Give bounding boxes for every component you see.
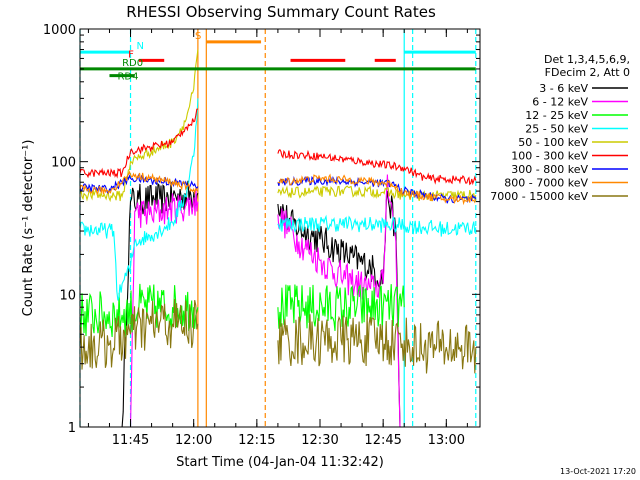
legend-label-50-100-kev: 50 - 100 keV bbox=[518, 136, 588, 149]
legend-label-100-300-kev: 100 - 300 keV bbox=[511, 150, 588, 163]
y-tick-label-10: 10 bbox=[59, 288, 76, 303]
series-line-25-50-kev bbox=[79, 98, 477, 301]
x-tick-label-12-45: 12:45 bbox=[364, 433, 401, 448]
x-tick-label-12-15: 12:15 bbox=[238, 433, 275, 448]
plot-frame bbox=[79, 28, 481, 428]
series-line-800-7000-kev bbox=[79, 170, 477, 206]
series-line-6-12-kev bbox=[129, 174, 401, 428]
chart-title: RHESSI Observing Summary Count Rates bbox=[126, 3, 436, 21]
legend-label-12-25-kev: 12 - 25 keV bbox=[525, 109, 588, 122]
bar-label-rd0: RD0 bbox=[122, 58, 143, 69]
x-axis-label: Start Time (04-Jan-04 11:32:42) bbox=[176, 455, 384, 470]
legend-header-line-1: Det 1,3,4,5,6,9, bbox=[544, 53, 630, 66]
x-tick-label-12-30: 12:30 bbox=[301, 433, 338, 448]
series-line-12-25-kev bbox=[79, 283, 405, 338]
y-axis-label: Count Rate (s⁻¹ detector⁻¹) bbox=[21, 140, 36, 317]
x-tick-label-11-45: 11:45 bbox=[112, 433, 149, 448]
legend-header-line-2: FDecim 2, Att 0 bbox=[545, 66, 630, 79]
timestamp-label: 13-Oct-2021 17:20 bbox=[560, 467, 636, 476]
legend-label-3-6-kev: 3 - 6 keV bbox=[539, 82, 588, 95]
series-line-7000-15000-kev bbox=[79, 298, 477, 374]
bar-label-s: S bbox=[195, 31, 201, 42]
legend-label-25-50-kev: 25 - 50 keV bbox=[525, 123, 588, 136]
legend-label-300-800-kev: 300 - 800 keV bbox=[511, 163, 588, 176]
y-tick-label-100: 100 bbox=[51, 156, 76, 171]
legend-label-6-12-kev: 6 - 12 keV bbox=[532, 96, 588, 109]
x-tick-label-13-00: 13:00 bbox=[428, 433, 465, 448]
bar-label-n: N bbox=[137, 41, 144, 52]
legend-label-7000-15000-kev: 7000 - 15000 keV bbox=[490, 190, 588, 203]
legend-label-800-7000-kev: 800 - 7000 keV bbox=[504, 177, 588, 190]
x-tick-label-12-00: 12:00 bbox=[175, 433, 212, 448]
axes: 11:45 12:00 12:15 12:30 12:45 13:00 1 10 100 1000 bbox=[43, 23, 480, 448]
bar-label-rd4: RD4 bbox=[117, 72, 138, 83]
legend: Det 1,3,4,5,6,9,FDecim 2, Att 0 3 - 6 keV… bbox=[490, 53, 630, 203]
annotation-bars: NF S RD0 RD4 bbox=[80, 31, 476, 83]
series-lines bbox=[79, 49, 477, 428]
bar-label-f: F bbox=[128, 49, 134, 60]
y-tick-label-1: 1 bbox=[68, 421, 76, 436]
series-line-100-300-kev bbox=[79, 108, 477, 186]
y-tick-label-1000: 1000 bbox=[43, 23, 76, 38]
